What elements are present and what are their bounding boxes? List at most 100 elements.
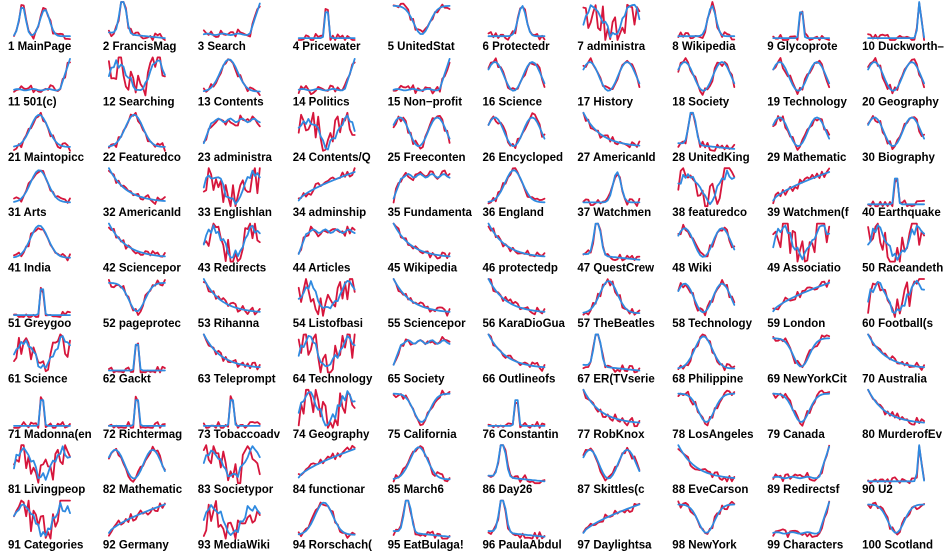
series-b-line [297, 228, 356, 255]
panel-label: 69 NewYorkCit [767, 373, 847, 385]
panel-66: 66 Outlineofs [483, 333, 556, 385]
series-b-line [677, 227, 736, 258]
panel-9: 9 Glycoprote [767, 10, 838, 53]
series-b-line [487, 5, 546, 38]
series-b-line [13, 58, 71, 92]
panel-label: 46 protectedp [483, 263, 558, 275]
panel-label: 4 Pricewater [293, 41, 361, 53]
series-a-line [392, 222, 451, 260]
panel-11: 11 501(c) [8, 58, 71, 108]
panel-30: 30 Biography [862, 115, 936, 164]
panel-label: 59 London [767, 318, 825, 330]
series-b-line [392, 173, 451, 200]
series-b-line [297, 171, 356, 202]
panel-61: 61 Science [8, 333, 71, 385]
panel-56: 56 KaraDioGua [483, 278, 566, 330]
panel-77: 77 RobKnox [577, 388, 645, 441]
panel-label: 45 Wikipedia [388, 263, 458, 275]
panel-label: 12 Searching [103, 96, 175, 108]
series-a-line [13, 4, 71, 40]
panel-label: 35 Fundamenta [388, 207, 473, 219]
series-b-line [677, 392, 736, 423]
series-a-line [108, 226, 166, 258]
panel-label: 98 NewYork [672, 540, 737, 552]
panel-label: 100 Scotland [862, 540, 933, 552]
panel-label: 26 Encycloped [483, 152, 564, 164]
series-a-line [13, 396, 71, 429]
series-b-line [867, 333, 925, 369]
series-a-line [677, 167, 736, 208]
series-b-line [108, 59, 166, 91]
series-b-line [392, 339, 451, 366]
panel-label: 95 EatBulaga! [388, 540, 464, 552]
series-a-line [487, 402, 546, 429]
panel-label: 70 Australia [862, 373, 927, 385]
panel-6: 6 Protectedr [483, 5, 550, 53]
series-b-line [582, 61, 641, 92]
series-b-line [487, 61, 546, 92]
panel-label: 49 Associatio [767, 263, 841, 275]
panel-12: 12 Searching [103, 56, 175, 108]
panel-33: 33 Englishlan [198, 167, 272, 219]
series-b-line [202, 399, 261, 427]
panel-13: 13 Contents [198, 58, 264, 108]
panel-label: 44 Articles [293, 263, 351, 275]
panel-90: 90 U2 [862, 444, 925, 496]
panel-label: 16 Science [483, 96, 542, 108]
series-b-line [867, 279, 925, 314]
panel-34: 34 adminship [293, 167, 366, 219]
series-b-line [487, 399, 546, 427]
panel-label: 10 Duckworth– [862, 41, 944, 53]
panel-32: 32 AmericanId [103, 167, 181, 219]
series-b-line [772, 11, 831, 39]
panel-label: 1 MainPage [8, 41, 71, 53]
series-b-line [772, 61, 831, 92]
panel-label: 73 Tobaccoadv [198, 429, 281, 441]
panel-label: 72 Richtermag [103, 429, 182, 441]
panel-81: 81 Livingpeop [8, 444, 85, 496]
series-a-line [202, 281, 261, 316]
panel-100: 100 Scotland [862, 501, 933, 552]
series-b-line [867, 1, 925, 39]
panel-label: 40 Earthquake [862, 207, 941, 219]
series-a-line [297, 388, 356, 429]
panel-68: 68 Philippine [672, 333, 743, 385]
panel-label: 66 Outlineofs [483, 373, 556, 385]
panel-label: 71 Madonna(en [8, 429, 92, 441]
panel-label: 76 Constantin [483, 429, 559, 441]
panel-label: 17 History [577, 96, 633, 108]
panel-label: 42 Sciencepor [103, 263, 182, 275]
series-b-line [392, 116, 451, 147]
panel-label: 96 PaulaAbdul [483, 540, 562, 552]
series-b-line [582, 333, 641, 372]
series-b-line [297, 58, 356, 92]
series-b-line [13, 445, 71, 481]
panel-84: 84 functionar [293, 444, 365, 496]
panel-19: 19 Technology [767, 57, 847, 108]
panel-label: 18 Society [672, 96, 729, 108]
series-b-line [202, 117, 261, 145]
series-b-line [582, 222, 641, 261]
panel-70: 70 Australia [862, 333, 927, 385]
series-b-line [108, 448, 166, 480]
series-a-line [202, 500, 261, 540]
panel-label: 52 pageprotec [103, 318, 182, 330]
panel-label: 27 AmericanId [577, 152, 655, 164]
panel-label: 50 Raceandeth [862, 263, 943, 275]
panel-label: 85 March6 [388, 484, 444, 496]
series-b-line [867, 224, 925, 261]
panel-69: 69 NewYorkCit [767, 334, 847, 385]
panel-label: 99 Characters [767, 540, 843, 552]
panel-label: 90 U2 [862, 484, 893, 496]
series-a-line [772, 167, 831, 205]
panel-18: 18 Society [672, 57, 736, 108]
series-a-line [867, 177, 925, 208]
panel-label: 75 California [388, 429, 458, 441]
panel-label: 9 Glycoprote [767, 41, 837, 53]
panel-97: 97 Daylightsa [577, 502, 652, 552]
series-a-line [487, 167, 546, 205]
panel-15: 15 Non−profit [388, 58, 462, 108]
series-a-line [13, 499, 71, 540]
series-a-line [867, 501, 925, 536]
